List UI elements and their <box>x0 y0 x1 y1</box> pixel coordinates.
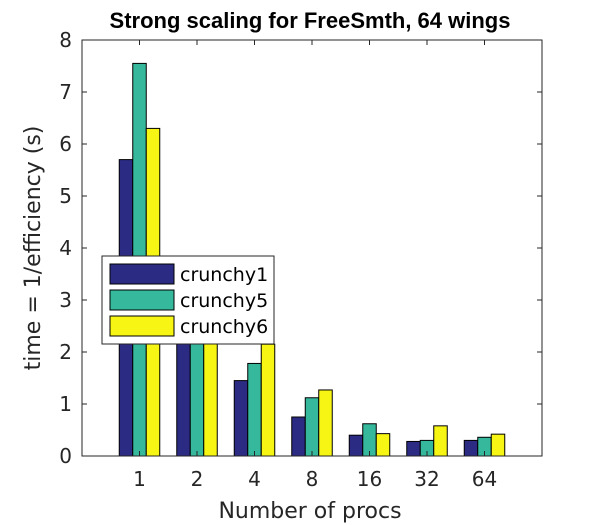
axes-group: 0 1 2 3 4 5 6 7 8 1 2 4 8 16 32 64 <box>59 28 542 491</box>
x-tick-label-64: 64 <box>472 467 497 491</box>
x-tick-label-8: 8 <box>306 467 319 491</box>
y-tick-label-7: 7 <box>59 80 72 104</box>
legend-swatch-crunchy5 <box>109 289 175 311</box>
bar-crunchy6-64 <box>490 433 506 457</box>
y-tick-label-8: 8 <box>59 28 72 52</box>
legend-label-crunchy6: crunchy6 <box>180 316 268 338</box>
legend-swatch-crunchy1 <box>109 263 175 285</box>
y-tick-label-1: 1 <box>59 392 72 416</box>
bar-crunchy5-4 <box>247 362 262 457</box>
x-tick-label-16: 16 <box>357 467 382 491</box>
bar-crunchy1-16 <box>348 434 364 457</box>
bar-crunchy5-8 <box>304 397 320 457</box>
bar-crunchy5-2 <box>189 335 205 457</box>
legend-label-crunchy1: crunchy1 <box>180 264 268 286</box>
bar-crunchy6-2 <box>203 335 218 457</box>
chart-title: Strong scaling for FreeSmth, 64 wings <box>110 8 511 33</box>
bar-crunchy1-4 <box>233 380 249 457</box>
bar-crunchy1-64 <box>463 439 479 457</box>
legend-label-crunchy5: crunchy5 <box>180 290 268 312</box>
y-axis-label: time = 1/efficiency (s) <box>21 126 46 371</box>
y-tick-label-0: 0 <box>59 444 72 468</box>
x-tick-label-32: 32 <box>414 467 439 491</box>
bar-crunchy6-4 <box>260 343 276 457</box>
x-tick-label-4: 4 <box>248 467 261 491</box>
bar-crunchy6-32 <box>433 425 448 457</box>
y-tick-label-5: 5 <box>59 184 72 208</box>
legend: crunchy1 crunchy5 crunchy6 <box>101 255 275 345</box>
legend-swatch-crunchy6 <box>109 315 175 337</box>
y-tick-label-6: 6 <box>59 132 72 156</box>
y-tick-label-2: 2 <box>59 340 72 364</box>
bar-crunchy1-2 <box>176 335 191 457</box>
x-axis-label: Number of procs <box>218 499 401 524</box>
y-tick-label-3: 3 <box>59 288 72 312</box>
y-tick-label-4: 4 <box>59 236 72 260</box>
bar-crunchy1-8 <box>291 416 306 457</box>
x-tick-label-2: 2 <box>191 467 204 491</box>
bar-crunchy1-32 <box>406 440 421 457</box>
bar-crunchy6-16 <box>375 433 391 457</box>
bar-crunchy6-8 <box>318 389 333 457</box>
x-tick-label-1: 1 <box>133 467 146 491</box>
